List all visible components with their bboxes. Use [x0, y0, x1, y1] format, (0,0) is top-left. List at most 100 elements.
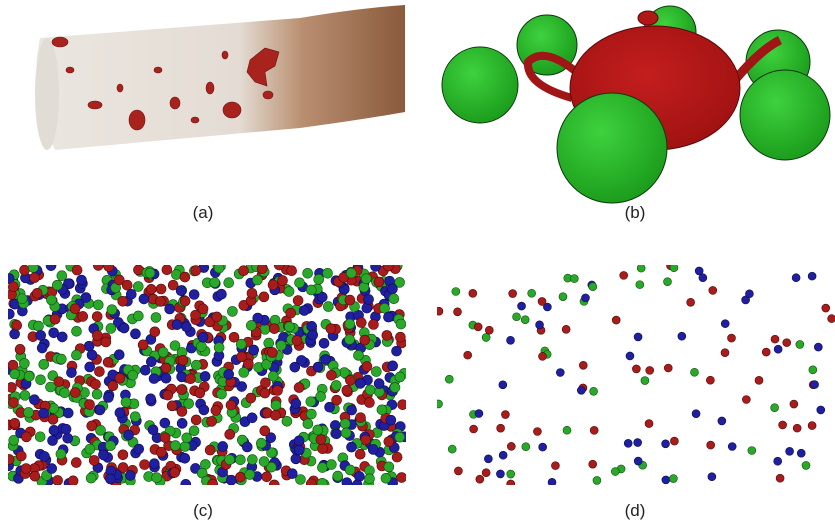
particle	[687, 298, 695, 306]
particle	[507, 480, 515, 488]
particle	[262, 472, 272, 482]
particle	[106, 323, 116, 333]
particle	[389, 294, 399, 304]
particle	[114, 350, 124, 360]
particle	[692, 410, 700, 418]
particle	[87, 421, 97, 431]
particle	[709, 286, 717, 294]
particle	[371, 367, 381, 377]
particle	[178, 355, 188, 365]
particle	[257, 264, 267, 274]
particle	[15, 344, 25, 354]
particle	[398, 400, 408, 410]
particle	[149, 374, 159, 384]
particle	[786, 447, 794, 455]
particle	[276, 341, 286, 351]
particle	[374, 277, 384, 287]
particle	[9, 435, 19, 445]
particle	[314, 274, 324, 284]
particle	[195, 388, 205, 398]
particle	[9, 397, 19, 407]
panel-label: (c)	[193, 501, 213, 520]
particle	[170, 341, 180, 351]
particle	[180, 296, 190, 306]
particle	[345, 295, 355, 305]
particle	[634, 333, 642, 341]
particle	[165, 304, 175, 314]
particle	[303, 419, 313, 429]
particle	[128, 370, 138, 380]
particle	[86, 473, 96, 483]
particle	[126, 289, 136, 299]
panel-b-image	[442, 6, 830, 203]
particle	[611, 468, 619, 476]
particle	[118, 296, 128, 306]
particle	[282, 416, 292, 426]
particle	[48, 436, 58, 446]
particle	[678, 332, 686, 340]
particle	[95, 405, 105, 415]
particle	[384, 462, 394, 472]
particle	[146, 284, 156, 294]
particle	[268, 280, 278, 290]
particle	[507, 470, 515, 478]
particle	[345, 465, 355, 475]
particle	[294, 383, 304, 393]
particle	[10, 418, 20, 428]
particle	[273, 385, 283, 395]
particle	[60, 388, 70, 398]
particle	[151, 313, 161, 323]
particle	[182, 433, 192, 443]
particle	[28, 262, 38, 272]
particle	[528, 289, 536, 297]
particle	[345, 375, 355, 385]
particle	[755, 376, 763, 384]
particle	[17, 294, 27, 304]
particle	[264, 338, 274, 348]
particle	[274, 260, 284, 270]
particle	[71, 458, 81, 468]
particle	[452, 287, 460, 295]
particle	[121, 397, 131, 407]
particle	[774, 345, 782, 353]
particle	[497, 424, 505, 432]
particle	[670, 437, 678, 445]
particle	[290, 362, 300, 372]
particle	[115, 408, 125, 418]
particle	[316, 435, 326, 445]
particle	[205, 445, 215, 455]
particle	[259, 292, 269, 302]
particle	[771, 335, 779, 343]
particle	[570, 275, 578, 283]
particle	[104, 262, 114, 272]
particle	[469, 289, 477, 297]
particle	[396, 319, 406, 329]
particle	[39, 451, 49, 461]
particle	[326, 370, 336, 380]
particle	[139, 294, 149, 304]
particle	[217, 389, 227, 399]
particle	[533, 427, 541, 435]
particle	[37, 343, 47, 353]
particle	[176, 385, 186, 395]
particle	[92, 330, 102, 340]
particle	[470, 425, 478, 433]
particle	[392, 452, 402, 462]
particle	[260, 378, 270, 388]
particle	[539, 443, 547, 451]
particle	[76, 275, 86, 285]
particle	[484, 455, 492, 463]
particle	[63, 408, 73, 418]
particle	[482, 333, 490, 341]
particle	[52, 280, 62, 290]
particle	[317, 463, 327, 473]
particle	[56, 449, 66, 459]
particle	[346, 442, 356, 452]
particle	[124, 430, 134, 440]
particle	[306, 285, 316, 295]
particle	[556, 369, 564, 377]
particle	[246, 320, 256, 330]
particle	[718, 417, 726, 425]
particle	[170, 467, 180, 477]
particle	[46, 261, 56, 271]
